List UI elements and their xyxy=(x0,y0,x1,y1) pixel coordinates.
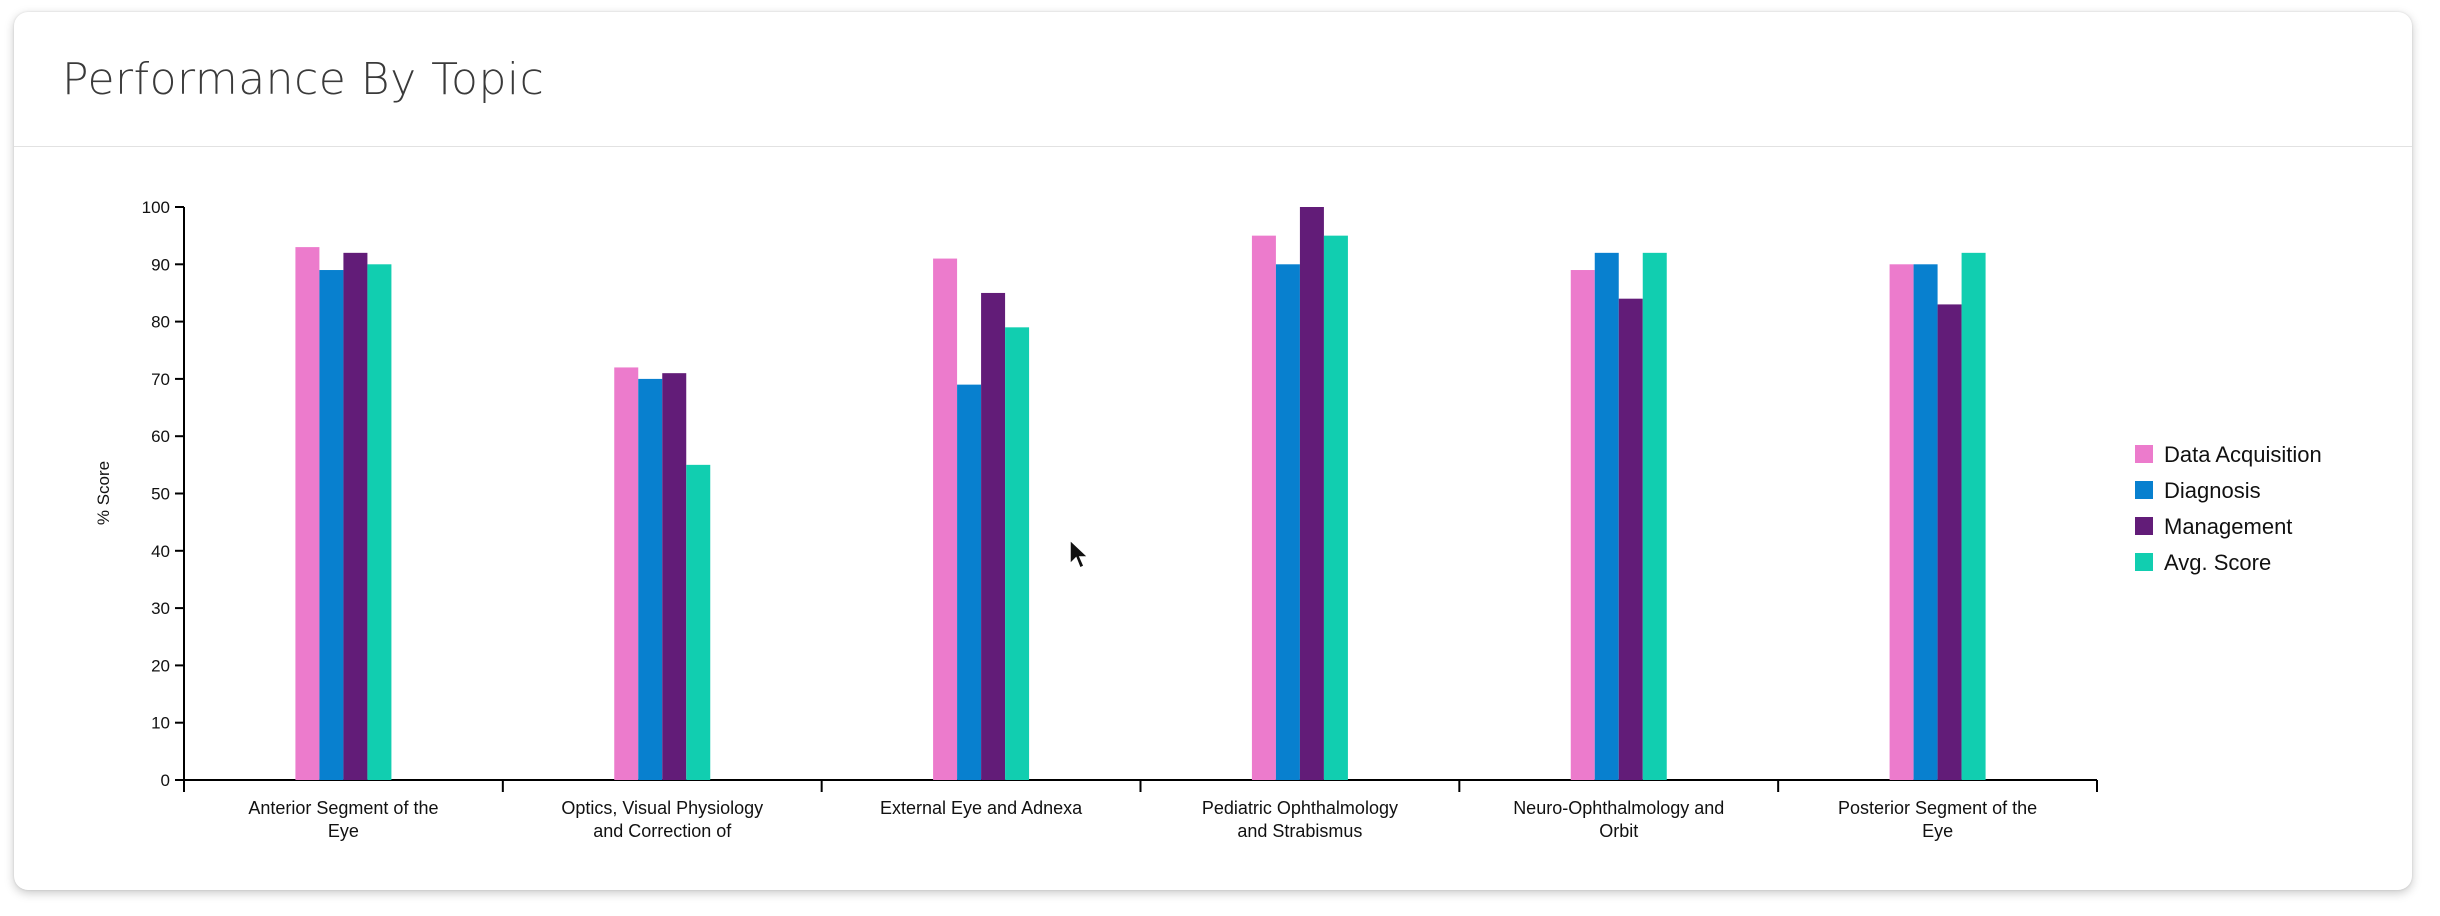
header-divider xyxy=(14,146,2412,147)
bar-diagnosis xyxy=(1913,264,1938,780)
bar-diagnosis xyxy=(319,270,344,780)
x-tick-label: Pediatric Ophthalmology xyxy=(1202,798,1398,818)
x-tick-label: Eye xyxy=(328,821,359,841)
y-tick-label: 90 xyxy=(151,255,170,274)
y-tick-label: 100 xyxy=(142,198,170,217)
x-tick-label: Anterior Segment of the xyxy=(248,798,438,818)
y-tick-label: 50 xyxy=(151,485,170,504)
bar-management xyxy=(981,292,1006,780)
bar-management xyxy=(343,252,368,781)
x-tick-label: Eye xyxy=(1922,821,1953,841)
legend-swatch xyxy=(2135,481,2153,499)
x-tick-label: Neuro-Ophthalmology and xyxy=(1513,798,1724,818)
legend-label: Data Acquisition xyxy=(2164,442,2322,467)
card-title: Performance By Topic xyxy=(62,54,545,105)
y-tick-label: 40 xyxy=(151,542,170,561)
bar-data-acquisition xyxy=(1889,264,1914,780)
bar-diagnosis xyxy=(638,378,663,780)
bar-data-acquisition xyxy=(614,367,639,780)
x-tick-label: Orbit xyxy=(1599,821,1638,841)
bar-data-acquisition xyxy=(933,258,958,780)
bar-avg-score xyxy=(686,464,711,780)
y-tick-label: 80 xyxy=(151,313,170,332)
bar-management xyxy=(1937,304,1962,780)
x-tick-label: Optics, Visual Physiology xyxy=(561,798,763,818)
x-tick-label: External Eye and Adnexa xyxy=(880,798,1083,818)
y-tick-label: 70 xyxy=(151,370,170,389)
bar-management xyxy=(1299,207,1324,780)
legend-swatch xyxy=(2135,553,2153,571)
legend-label: Diagnosis xyxy=(2164,478,2261,503)
bar-data-acquisition xyxy=(1251,235,1276,780)
bar-diagnosis xyxy=(1275,264,1300,780)
bar-avg-score xyxy=(1961,252,1986,781)
legend-label: Avg. Score xyxy=(2164,550,2271,575)
bar-management xyxy=(1618,298,1643,780)
y-tick-label: 30 xyxy=(151,599,170,618)
legend-swatch xyxy=(2135,445,2153,463)
x-tick-label: and Correction of xyxy=(593,821,732,841)
y-tick-label: 20 xyxy=(151,656,170,675)
bar-data-acquisition xyxy=(295,247,320,781)
y-tick-label: 60 xyxy=(151,427,170,446)
x-tick-label: and Strabismus xyxy=(1237,821,1362,841)
y-axis-label: % Score xyxy=(94,461,113,525)
bar-avg-score xyxy=(1642,252,1667,781)
y-tick-label: 10 xyxy=(151,714,170,733)
legend-swatch xyxy=(2135,517,2153,535)
legend-label: Management xyxy=(2164,514,2292,539)
bar-avg-score xyxy=(1005,327,1030,780)
x-tick-label: Posterior Segment of the xyxy=(1838,798,2037,818)
bar-avg-score xyxy=(1323,235,1348,780)
bar-diagnosis xyxy=(957,384,982,780)
performance-card: Performance By Topic xyxy=(14,12,2412,890)
bar-management xyxy=(662,373,687,780)
bar-data-acquisition xyxy=(1570,270,1595,780)
bar-diagnosis xyxy=(1594,252,1619,781)
y-tick-label: 0 xyxy=(161,771,170,790)
bar-avg-score xyxy=(367,264,392,780)
